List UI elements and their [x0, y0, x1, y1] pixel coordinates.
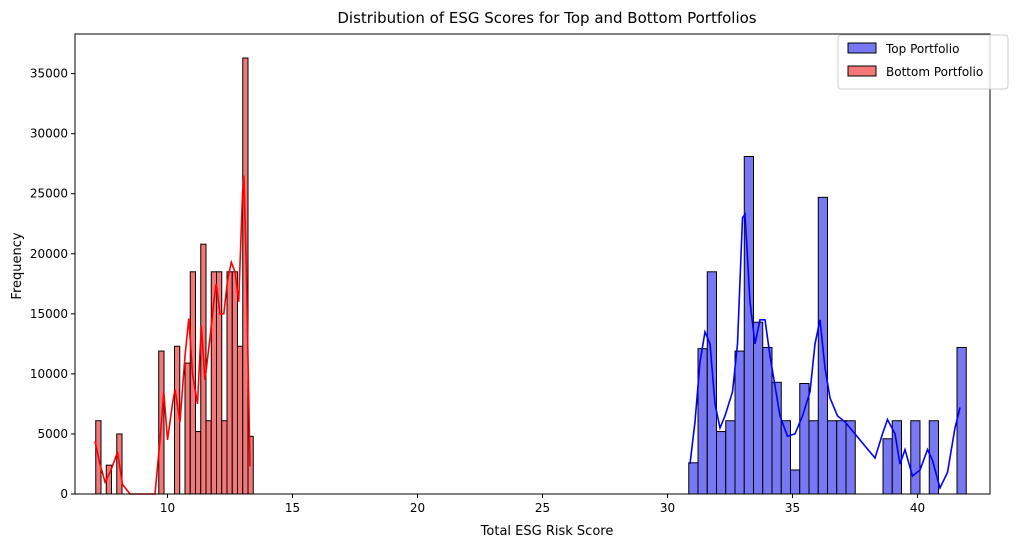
x-tick-label: 10: [160, 501, 175, 515]
top-portfolio-bar: [882, 438, 893, 495]
top-portfolio-bar: [753, 321, 764, 495]
bottom-portfolio-bar: [221, 420, 228, 495]
top-portfolio-bar: [716, 431, 727, 495]
legend-swatch-bottom-portfolio: [847, 65, 877, 77]
top-portfolio-bar: [790, 469, 801, 495]
x-axis-label: Total ESG Risk Score: [480, 524, 614, 539]
top-portfolio-bar: [725, 420, 736, 495]
y-tick-label: 20000: [30, 247, 68, 261]
bottom-portfolio-bar: [205, 420, 212, 495]
bars-layer: [95, 57, 967, 495]
top-portfolio-bar: [688, 462, 699, 495]
y-tick-label: 25000: [30, 187, 68, 201]
legend-swatch-top-portfolio: [847, 42, 877, 54]
y-tick-label: 0: [60, 487, 68, 501]
bottom-portfolio-bar: [226, 271, 233, 495]
top-portfolio-bar: [827, 420, 838, 495]
top-portfolio-bar: [762, 346, 773, 495]
top-portfolio-bar: [706, 271, 717, 495]
legend-frame: [837, 34, 1009, 90]
x-tick-label: 30: [660, 501, 675, 515]
bottom-portfolio-bar: [184, 362, 191, 495]
y-tick-label: 15000: [30, 307, 68, 321]
x-tick-label: 35: [785, 501, 800, 515]
y-tick-label: 5000: [37, 427, 68, 441]
axes-frame: [74, 33, 991, 495]
bottom-portfolio-kde-line: [94, 175, 251, 495]
top-portfolio-bar: [808, 420, 819, 495]
y-tick-label: 35000: [30, 67, 68, 81]
legend: Top Portfolio Bottom Portfolio: [837, 34, 1009, 90]
ticks-layer: 10 15 20 25 30 35 40 0 5000 10000 15000 20000 25000 3…: [30, 67, 925, 515]
y-axis-label: Frequency: [10, 232, 25, 299]
x-tick-label: 40: [910, 501, 925, 515]
y-tick-label: 30000: [30, 127, 68, 141]
bottom-portfolio-bar: [195, 431, 202, 495]
top-portfolio-bar: [956, 346, 967, 495]
top-portfolio-bar: [836, 420, 847, 495]
x-tick-label: 15: [285, 501, 300, 515]
top-portfolio-kde-line: [689, 211, 961, 491]
axes-layer: [74, 33, 991, 495]
bottom-portfolio-bar: [200, 243, 207, 495]
bottom-portfolio-bar: [237, 345, 244, 495]
top-portfolio-bar: [734, 350, 745, 495]
legend-label-bottom-portfolio: Bottom Portfolio: [886, 65, 983, 79]
chart-title: Distribution of ESG Scores for Top and B…: [337, 9, 756, 27]
bottom-portfolio-bar: [231, 271, 238, 495]
top-portfolio-bar: [910, 420, 921, 495]
kde-layer: [94, 175, 961, 495]
x-tick-label: 20: [410, 501, 425, 515]
y-tick-label: 10000: [30, 367, 68, 381]
legend-label-top-portfolio: Top Portfolio: [885, 42, 959, 56]
x-tick-label: 25: [535, 501, 550, 515]
